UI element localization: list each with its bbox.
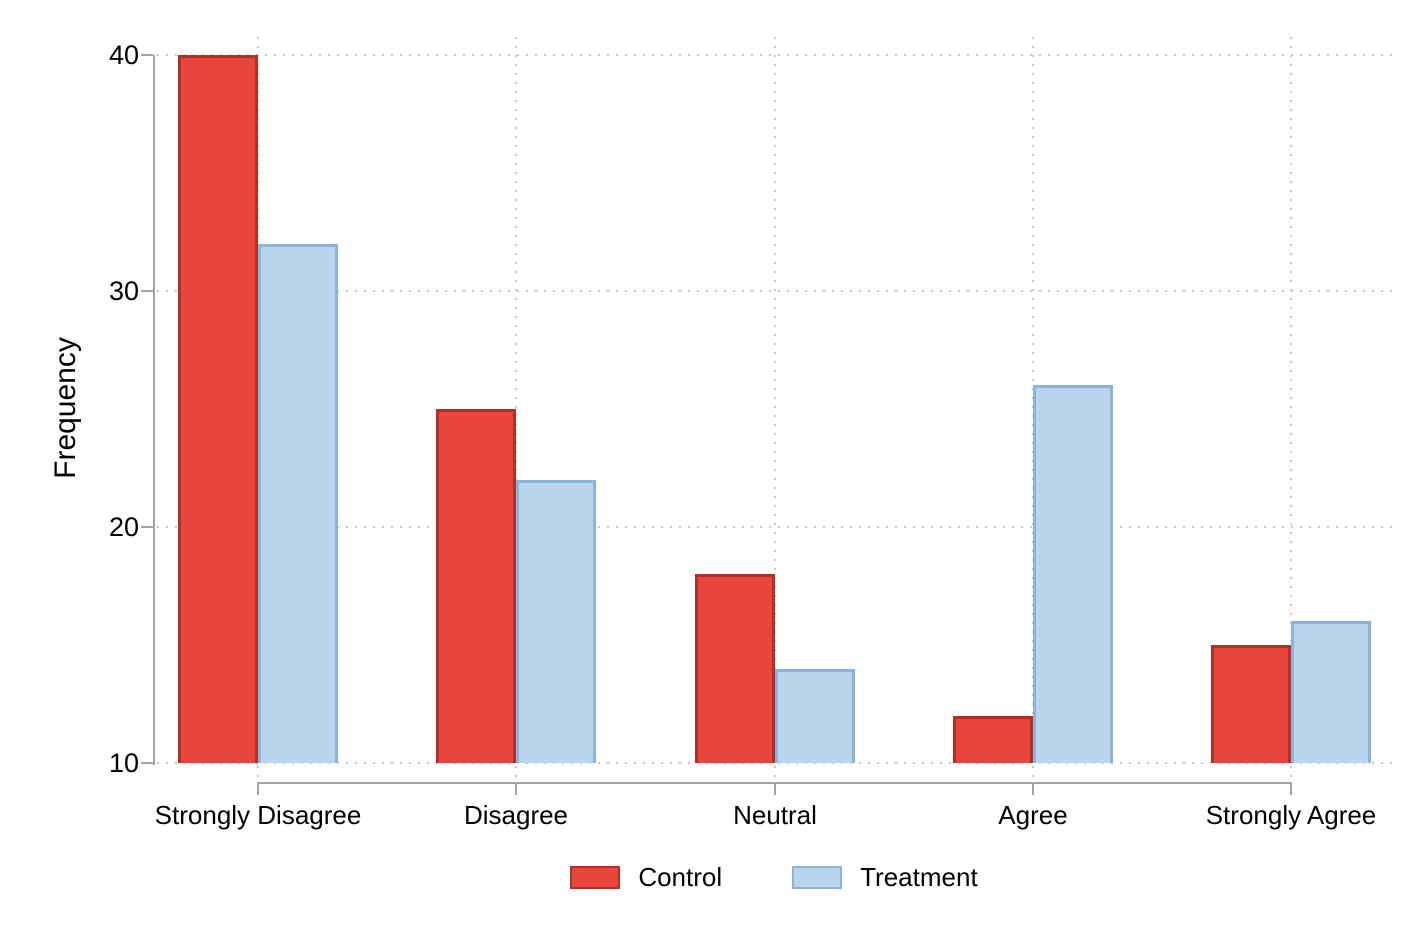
bar-control-agree xyxy=(953,716,1033,763)
legend-label-treatment: Treatment xyxy=(860,862,978,892)
y-axis-tick xyxy=(141,54,153,56)
y-axis-tick xyxy=(141,290,153,292)
y-axis-tick xyxy=(141,526,153,528)
x-axis-tick xyxy=(1290,782,1292,795)
x-axis-tick xyxy=(1032,782,1034,795)
y-tick-label: 10 xyxy=(108,748,139,778)
bar-treatment-disagree xyxy=(516,480,596,763)
x-category-label: Neutral xyxy=(733,800,817,830)
bar-treatment-agree xyxy=(1033,385,1113,763)
x-axis-tick xyxy=(515,782,517,795)
gridline-vertical xyxy=(515,37,517,777)
y-tick-label: 30 xyxy=(108,276,139,306)
x-axis-tick xyxy=(257,782,259,795)
legend-label-control: Control xyxy=(638,862,723,892)
legend: Control Treatment xyxy=(154,862,1394,893)
x-category-label: Disagree xyxy=(463,800,569,830)
x-axis-tick xyxy=(774,782,776,795)
bar-control-strongly-agree xyxy=(1211,645,1291,763)
x-category-label: Agree xyxy=(998,800,1068,830)
bar-treatment-strongly-agree xyxy=(1291,621,1371,763)
bar-treatment-strongly-disagree xyxy=(258,244,338,763)
gridline-vertical xyxy=(1290,37,1292,777)
legend-swatch-treatment xyxy=(792,866,843,889)
gridline-vertical xyxy=(774,37,776,777)
y-axis-tick xyxy=(141,762,153,764)
bar-control-disagree xyxy=(436,409,516,763)
x-axis-line xyxy=(257,782,1292,784)
y-axis-line xyxy=(153,55,155,765)
bar-treatment-neutral xyxy=(775,669,855,763)
y-tick-label: 20 xyxy=(108,512,139,542)
x-category-label: Strongly Disagree xyxy=(154,800,362,830)
bar-control-neutral xyxy=(695,574,775,763)
bar-control-strongly-disagree xyxy=(178,55,258,763)
legend-swatch-control xyxy=(570,866,621,889)
x-category-label: Strongly Agree xyxy=(1205,800,1377,830)
y-tick-label: 40 xyxy=(108,40,139,70)
